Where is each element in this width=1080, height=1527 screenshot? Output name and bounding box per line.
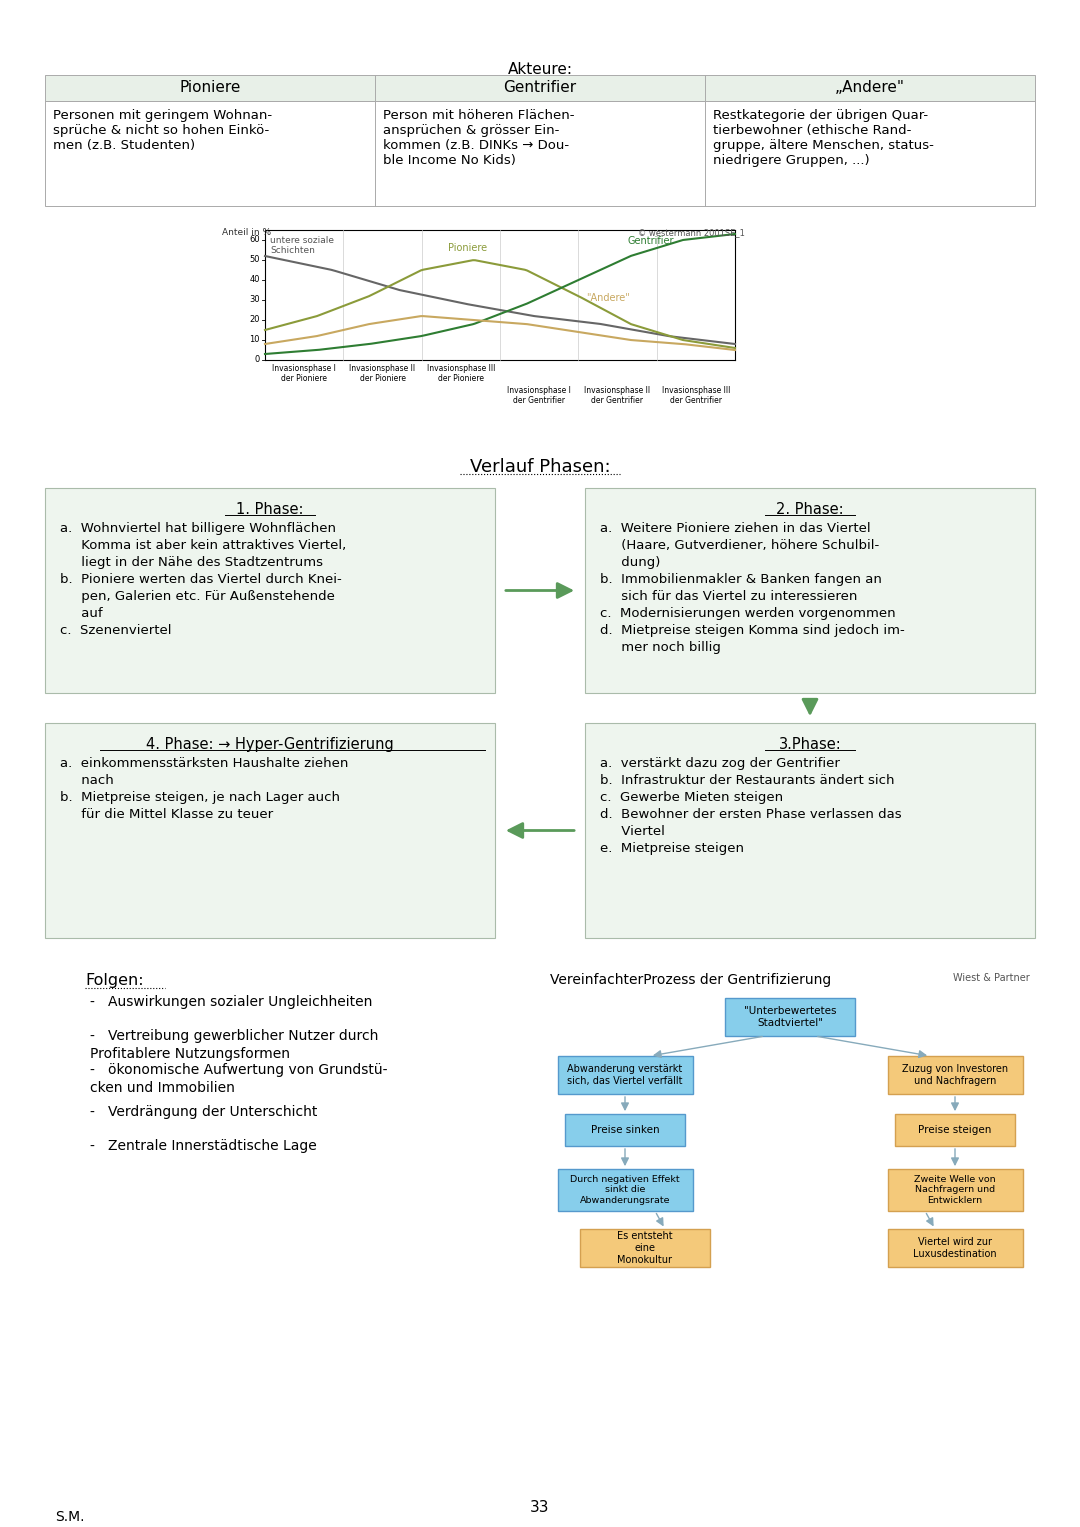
Bar	[580, 1229, 710, 1267]
Text: Akteure:: Akteure:	[508, 63, 572, 76]
Text: Preise steigen: Preise steigen	[918, 1125, 991, 1135]
Text: Anteil in %: Anteil in %	[222, 228, 271, 237]
Text: Wiest & Partner: Wiest & Partner	[954, 973, 1030, 983]
Text: -   Zentrale Innerstädtische Lage: - Zentrale Innerstädtische Lage	[90, 1139, 316, 1153]
Text: Zuzug von Investoren
und Nachfragern: Zuzug von Investoren und Nachfragern	[902, 1064, 1008, 1086]
Bar	[585, 722, 1035, 938]
Text: Personen mit geringem Wohnan-
sprüche & nicht so hohen Einkö-
men (z.B. Studente: Personen mit geringem Wohnan- sprüche & …	[53, 108, 272, 153]
Text: „Andere": „Andere"	[835, 81, 905, 96]
Bar	[45, 75, 1035, 101]
Text: Invasionsphase I
der Pioniere: Invasionsphase I der Pioniere	[272, 363, 336, 383]
Text: 10: 10	[249, 336, 260, 345]
Bar	[888, 1170, 1023, 1211]
Text: "Unterbewertetes
Stadtviertel": "Unterbewertetes Stadtviertel"	[744, 1006, 836, 1028]
Text: Invasionsphase II
der Pioniere: Invasionsphase II der Pioniere	[350, 363, 416, 383]
Text: 60: 60	[249, 235, 260, 244]
Text: Person mit höheren Flächen-
ansprüchen & grösser Ein-
kommen (z.B. DINKs → Dou-
: Person mit höheren Flächen- ansprüchen &…	[383, 108, 575, 166]
Text: 3.Phase:: 3.Phase:	[779, 738, 841, 751]
Text: -   Auswirkungen sozialer Ungleichheiten: - Auswirkungen sozialer Ungleichheiten	[90, 996, 373, 1009]
Text: Preise sinken: Preise sinken	[591, 1125, 659, 1135]
Text: Durch negativen Effekt
sinkt die
Abwanderungsrate: Durch negativen Effekt sinkt die Abwande…	[570, 1176, 679, 1205]
Bar	[895, 1115, 1015, 1145]
Bar	[725, 999, 855, 1035]
Text: VereinfachterProzess der Gentrifizierung: VereinfachterProzess der Gentrifizierung	[550, 973, 832, 986]
Text: -   Vertreibung gewerblicher Nutzer durch
Profitablere Nutzungsformen: - Vertreibung gewerblicher Nutzer durch …	[90, 1029, 378, 1061]
Text: Gentrifier: Gentrifier	[627, 237, 674, 246]
Text: 2. Phase:: 2. Phase:	[777, 502, 843, 518]
Bar	[888, 1229, 1023, 1267]
Bar	[557, 1170, 692, 1211]
Bar	[565, 1115, 685, 1145]
Text: 0: 0	[255, 356, 260, 365]
Text: Invasionsphase III
der Pioniere: Invasionsphase III der Pioniere	[427, 363, 495, 383]
Bar	[45, 489, 495, 693]
Text: Restkategorie der übrigen Quar-
tierbewohner (ethische Rand-
gruppe, ältere Mens: Restkategorie der übrigen Quar- tierbewo…	[713, 108, 934, 166]
Text: "Andere": "Andere"	[586, 293, 630, 302]
Bar	[585, 489, 1035, 693]
Text: Verlauf Phasen:: Verlauf Phasen:	[470, 458, 610, 476]
Text: Pioniere: Pioniere	[179, 81, 241, 96]
Bar	[220, 218, 750, 423]
Text: Invasionsphase I
der Gentrifier: Invasionsphase I der Gentrifier	[508, 386, 571, 405]
Text: -   ökonomische Aufwertung von Grundstü-
cken und Immobilien: - ökonomische Aufwertung von Grundstü- c…	[90, 1063, 388, 1095]
Text: a.  einkommensstärksten Haushalte ziehen
     nach
b.  Mietpreise steigen, je na: a. einkommensstärksten Haushalte ziehen …	[60, 757, 349, 822]
Text: Zweite Welle von
Nachfragern und
Entwicklern: Zweite Welle von Nachfragern und Entwick…	[914, 1176, 996, 1205]
Text: 33: 33	[530, 1500, 550, 1515]
Text: Viertel wird zur
Luxusdestination: Viertel wird zur Luxusdestination	[914, 1237, 997, 1258]
Text: Invasionsphase III
der Gentrifier: Invasionsphase III der Gentrifier	[662, 386, 730, 405]
Text: -   Verdrängung der Unterschicht: - Verdrängung der Unterschicht	[90, 1106, 318, 1119]
Text: Folgen:: Folgen:	[85, 973, 144, 988]
Text: 1. Phase:: 1. Phase:	[237, 502, 303, 518]
Text: Invasionsphase II
der Gentrifier: Invasionsphase II der Gentrifier	[584, 386, 650, 405]
Bar	[557, 1057, 692, 1093]
Bar	[888, 1057, 1023, 1093]
Text: S.M.: S.M.	[55, 1510, 84, 1524]
Text: Abwanderung verstärkt
sich, das Viertel verfällt: Abwanderung verstärkt sich, das Viertel …	[567, 1064, 683, 1086]
Text: 4. Phase: → Hyper-Gentrifizierung: 4. Phase: → Hyper-Gentrifizierung	[146, 738, 394, 751]
Text: 20: 20	[249, 316, 260, 325]
Text: a.  Weitere Pioniere ziehen in das Viertel
     (Haare, Gutverdiener, höhere Sch: a. Weitere Pioniere ziehen in das Vierte…	[600, 522, 905, 654]
Text: 30: 30	[249, 296, 260, 304]
Text: Gentrifier: Gentrifier	[503, 81, 577, 96]
Text: 50: 50	[249, 255, 260, 264]
Text: untere soziale
Schichten: untere soziale Schichten	[270, 237, 334, 255]
Text: © westermann 2001SE_1: © westermann 2001SE_1	[638, 228, 745, 237]
Text: a.  verstärkt dazu zog der Gentrifier
b.  Infrastruktur der Restaurants ändert s: a. verstärkt dazu zog der Gentrifier b. …	[600, 757, 902, 855]
Bar	[45, 101, 1035, 206]
Text: Es entsteht
eine
Monokultur: Es entsteht eine Monokultur	[617, 1231, 673, 1264]
Text: a.  Wohnviertel hat billigere Wohnflächen
     Komma ist aber kein attraktives V: a. Wohnviertel hat billigere Wohnflächen…	[60, 522, 347, 637]
Text: 40: 40	[249, 275, 260, 284]
Text: Pioniere: Pioniere	[447, 243, 487, 253]
Bar	[45, 722, 495, 938]
